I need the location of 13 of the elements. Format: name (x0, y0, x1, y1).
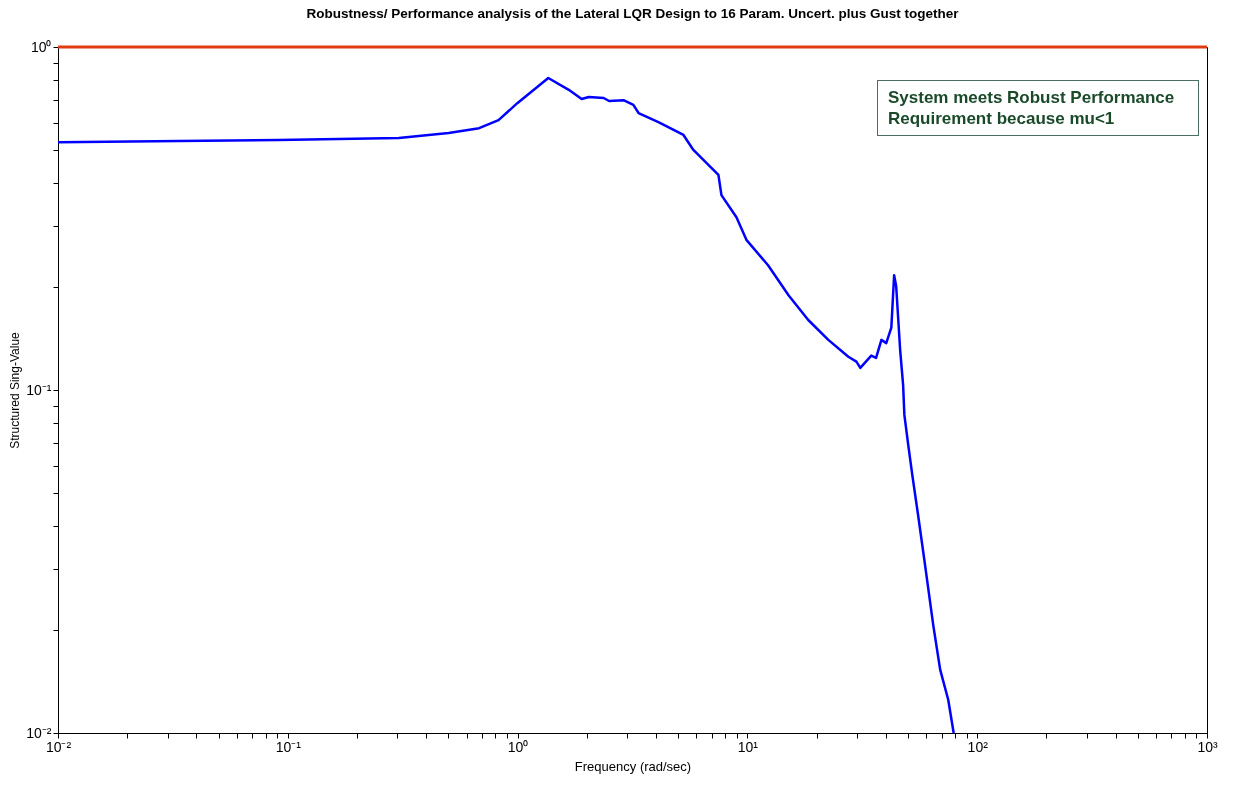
y-tick-label: 10⁻² (26, 724, 52, 741)
y-axis-title: Structured Sing-Value (8, 331, 23, 449)
x-tick-label: 10² (967, 738, 989, 755)
chart-title: Robustness/ Performance analysis of the Lateral LQR Design to 16 Param. Uncert. plus Gust together (306, 5, 960, 21)
x-axis-title: Frequency (rad/sec) (574, 758, 692, 774)
x-tick-label: 10³ (1197, 738, 1218, 755)
x-tick-label: 10⁰ (507, 738, 529, 755)
x-tick-label: 10¹ (737, 738, 759, 755)
x-tick-label: 10⁻¹ (275, 738, 302, 755)
annotation: System meets Robust Performance Requirement because mu<1 (877, 80, 1199, 136)
x-tick-label: 10⁻² (45, 738, 72, 755)
y-tick-label: 10⁻¹ (26, 381, 52, 398)
y-tick-label: 10⁰ (30, 38, 52, 55)
